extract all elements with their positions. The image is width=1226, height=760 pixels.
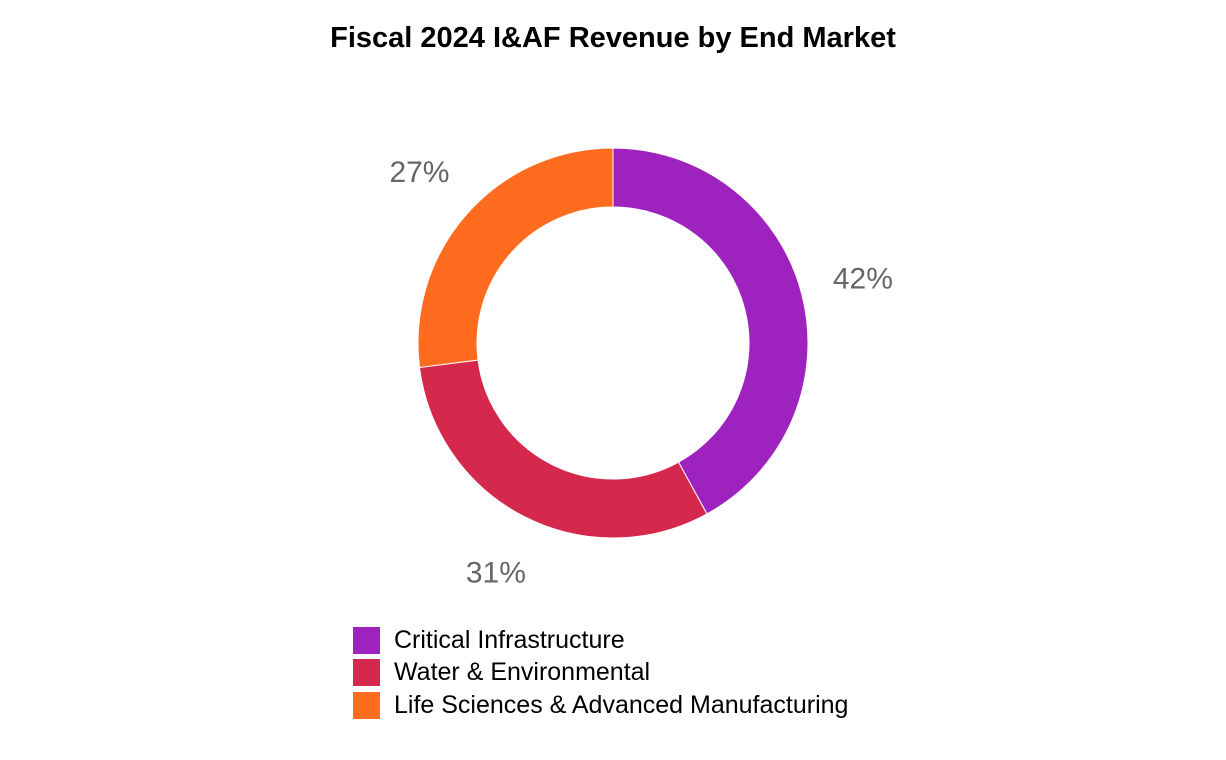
legend-item-critical-infrastructure: Critical Infrastructure xyxy=(353,624,848,657)
legend-label: Critical Infrastructure xyxy=(394,625,625,654)
legend-label: Water & Environmental xyxy=(394,658,651,687)
legend-item-water-and-environmental: Water & Environmental xyxy=(353,657,848,690)
slice-label-life-sciences-and-advanced-manufacturing: 27% xyxy=(389,156,449,189)
donut-slices xyxy=(417,147,809,539)
legend: Critical Infrastructure Water & Environme… xyxy=(353,624,848,722)
slice-water-and-environmental xyxy=(418,359,708,539)
slice-critical-infrastructure xyxy=(612,147,809,515)
slice-labels: 42% 31% 27% xyxy=(389,156,892,589)
legend-item-life-sciences-and-advanced-manufacturing: Life Sciences & Advanced Manufacturing xyxy=(353,689,848,722)
slice-life-sciences-and-advanced-manufacturing xyxy=(417,147,614,368)
slice-label-water-and-environmental: 31% xyxy=(466,556,526,589)
slice-label-critical-infrastructure: 42% xyxy=(833,262,893,295)
legend-swatch xyxy=(353,626,380,654)
legend-swatch xyxy=(353,691,380,719)
legend-label: Life Sciences & Advanced Manufacturing xyxy=(394,690,849,719)
chart-title: Fiscal 2024 I&AF Revenue by End Market xyxy=(330,22,896,54)
legend-swatch xyxy=(353,659,380,687)
